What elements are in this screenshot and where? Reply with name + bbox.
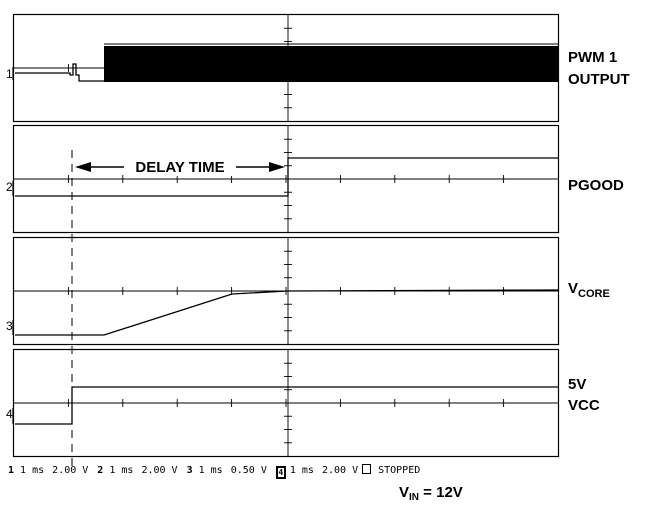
footer-ch3-volts: 0.50 V bbox=[230, 465, 267, 476]
panel-ch2-frame bbox=[12, 124, 560, 234]
ch4-label-line2: VCC bbox=[568, 397, 600, 414]
footer-ch4-volts: 2.00 V bbox=[321, 465, 359, 476]
ch2-trace bbox=[15, 157, 559, 197]
trace-ch2 bbox=[15, 157, 559, 197]
delay-label-bg bbox=[124, 158, 236, 176]
ch1-label-line1: PWM 1 bbox=[568, 49, 618, 66]
footer-ch3-time: 1 ms bbox=[198, 465, 223, 476]
arrowhead-right bbox=[269, 162, 285, 172]
footer-ch2-volts: 2.00 V bbox=[141, 465, 178, 476]
ch4-label: 5V VCC bbox=[568, 376, 600, 415]
arrowhead-left bbox=[75, 162, 91, 172]
acquisition-square-icon bbox=[362, 464, 372, 474]
channel-markers: 1 2 3 4 bbox=[6, 67, 13, 421]
panel-frames bbox=[12, 13, 560, 458]
footer-ch1-num: 1 bbox=[8, 465, 15, 476]
ch3-label-main: V bbox=[568, 280, 579, 297]
trace-ch4 bbox=[15, 386, 559, 425]
footer-ch1-time: 1 ms bbox=[20, 465, 45, 476]
ch1-pwm-burst bbox=[104, 46, 559, 82]
input-voltage-condition: VIN = 12V bbox=[399, 484, 463, 503]
acquisition-status: STOPPED bbox=[378, 465, 421, 476]
vin-value: = 12V bbox=[419, 484, 463, 501]
footer-ch1-volts: 2.00 V bbox=[52, 465, 89, 476]
ch3-ground-marker: 3 bbox=[6, 319, 13, 333]
trace-ch1 bbox=[15, 63, 104, 82]
ch4-label-line1: 5V bbox=[568, 376, 587, 393]
vin-subscript: IN bbox=[409, 492, 420, 503]
footer-ch4-time: 1 ms bbox=[289, 465, 314, 476]
ch1-ground-marker: 1 bbox=[6, 67, 13, 81]
ch4-ground-marker: 4 bbox=[6, 407, 13, 421]
ch1-pre-trace bbox=[15, 63, 104, 82]
ch3-trace bbox=[15, 289, 560, 336]
panel-ch4-frame bbox=[12, 348, 560, 458]
vin-symbol: V bbox=[399, 484, 410, 501]
ch2-label: PGOOD bbox=[568, 177, 624, 194]
footer-ch3-num: 3 bbox=[186, 465, 193, 476]
ch2-ground-marker: 2 bbox=[6, 180, 13, 194]
ch4-trace bbox=[15, 386, 559, 425]
footer-ch2-num: 2 bbox=[97, 465, 104, 476]
ch1-label-line2: OUTPUT bbox=[568, 71, 630, 88]
delay-time-label: DELAY TIME bbox=[135, 159, 224, 176]
ch3-label-sub: CORE bbox=[578, 288, 610, 300]
ch3-label: VCORE bbox=[568, 280, 610, 303]
ch1-label: PWM 1 OUTPUT bbox=[568, 49, 630, 89]
footer-ch4-num: 4 bbox=[275, 466, 286, 479]
panel-ch3-frame bbox=[12, 236, 560, 346]
footer-ch2-time: 1 ms bbox=[109, 465, 134, 476]
trace-ch3 bbox=[15, 289, 560, 336]
delay-time-arrow bbox=[75, 162, 285, 172]
